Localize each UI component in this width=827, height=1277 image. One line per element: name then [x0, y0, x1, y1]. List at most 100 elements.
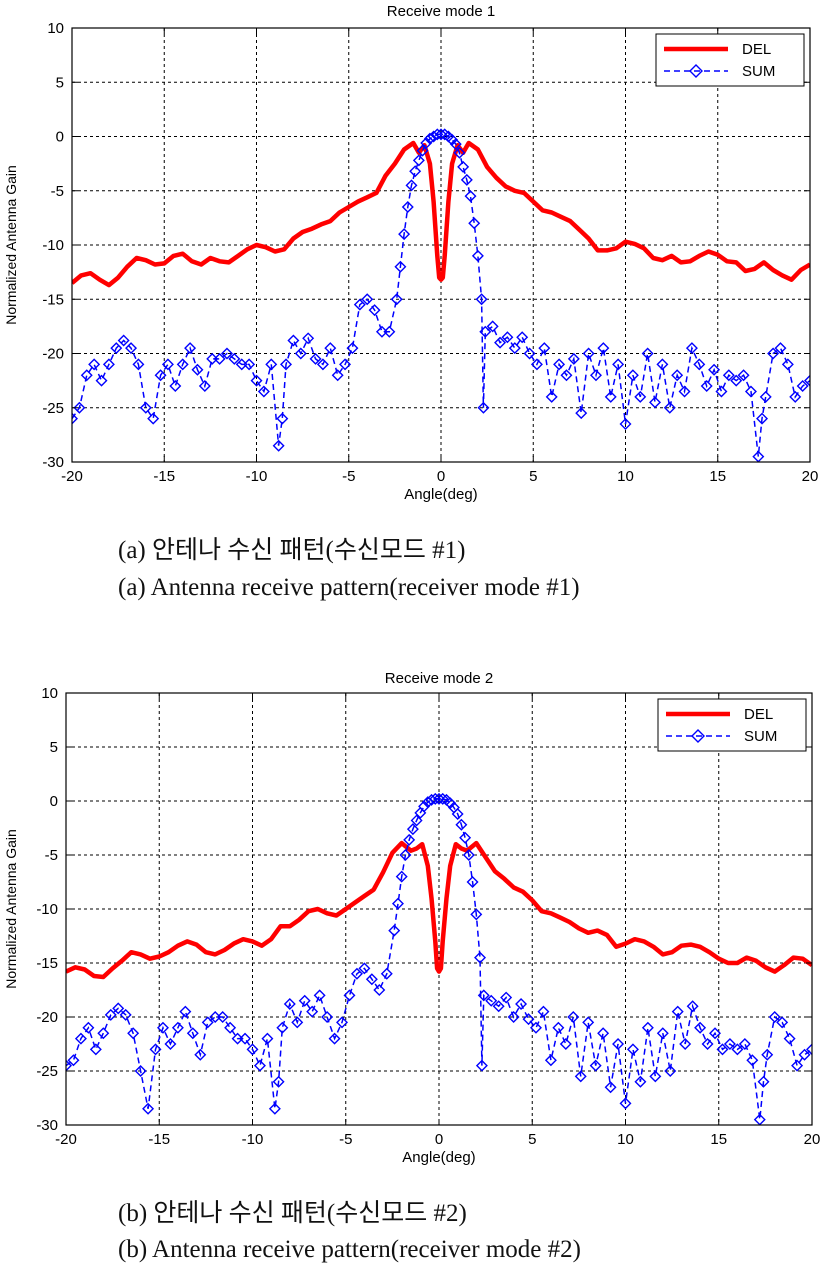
data-point-sum [331, 369, 344, 382]
data-point-sum [559, 1038, 572, 1050]
data-point-sum [774, 342, 787, 355]
data-point-sum [597, 1027, 610, 1040]
y-tick-label: 0 [50, 793, 58, 810]
data-point-sum [694, 1021, 707, 1034]
data-point-sum [746, 1054, 759, 1067]
data-point-sum [626, 1043, 639, 1056]
data-point-sum [95, 374, 108, 387]
data-point-sum [191, 363, 204, 376]
data-point-sum [738, 1038, 751, 1050]
caption-english-a: (a) Antenna receive pattern(receiver mod… [118, 574, 580, 601]
data-point-sum [276, 1021, 289, 1034]
data-point-sum [656, 1027, 669, 1040]
data-point-sum [261, 1032, 274, 1045]
data-point-sum [406, 823, 419, 836]
x-tick-label: 5 [529, 468, 537, 485]
x-axis-label: Angle(deg) [402, 1149, 475, 1166]
data-point-sum [416, 144, 429, 157]
data-point-sum [589, 1059, 602, 1072]
data-point-sum [494, 336, 507, 349]
data-point-sum [272, 439, 285, 452]
data-point-sum [102, 358, 115, 371]
data-point-sum [243, 358, 256, 371]
data-point-sum [612, 358, 625, 371]
y-tick-label: -10 [42, 237, 64, 254]
data-point-sum [449, 138, 462, 151]
data-point-sum [72, 412, 78, 425]
data-point-sum [164, 1038, 177, 1050]
data-point-sum [530, 358, 543, 371]
x-tick-label: 10 [617, 468, 634, 485]
data-point-sum [737, 369, 750, 382]
data-point-sum [597, 342, 610, 355]
data-point-sum [268, 1102, 281, 1115]
x-tick-label: 15 [709, 468, 726, 485]
series-sum [66, 792, 812, 1125]
data-point-sum [567, 1011, 580, 1023]
data-point-sum [671, 369, 684, 382]
data-point-sum [97, 1027, 110, 1040]
data-point-sum [804, 374, 810, 387]
data-point-sum [412, 154, 425, 167]
data-point-sum [619, 1097, 632, 1110]
figure-panel-a: -20 -15 -10 -5 0 5 10 15 20 -30 -25 -20 -15 -10 -5 0 5 10… [0, 0, 827, 625]
data-point-sum [575, 407, 588, 420]
x-tick-label: -20 [61, 468, 83, 485]
y-tick-label: -5 [45, 847, 58, 864]
data-point-sum [538, 342, 551, 355]
data-point-sum [316, 358, 329, 371]
data-point-sum [321, 1011, 334, 1023]
data-point-sum [147, 412, 160, 425]
data-point-sum [552, 1021, 565, 1034]
data-point-sum [388, 924, 401, 937]
data-point-sum [117, 334, 130, 347]
data-point-sum [796, 380, 809, 393]
data-point-sum [678, 385, 691, 398]
y-tick-label: -30 [36, 1117, 58, 1134]
x-tick-label: -5 [339, 1131, 352, 1148]
data-point-sum [515, 998, 528, 1011]
data-point-sum [380, 967, 393, 980]
data-point-sum [80, 369, 93, 382]
x-tick-label: -20 [55, 1131, 77, 1148]
data-point-sum [626, 369, 639, 382]
data-point-sum [619, 418, 632, 431]
y-tick-label: -20 [42, 346, 64, 363]
data-point-sum [501, 331, 514, 344]
x-tick-label: -15 [153, 468, 175, 485]
data-point-sum [176, 358, 189, 371]
data-point-sum [287, 334, 300, 347]
data-point-sum [460, 173, 473, 186]
data-point-sum [553, 358, 566, 371]
data-point-sum [709, 1027, 722, 1040]
y-axis-label: Normalized Antenna Gain [3, 829, 19, 989]
data-point-sum [477, 401, 490, 414]
data-point-sum [88, 358, 101, 371]
data-point-sum [104, 1008, 117, 1021]
data-point-sum [544, 1054, 557, 1067]
legend-marker-sum [689, 64, 703, 78]
legend-label-sum: SUM [744, 728, 777, 745]
x-tick-label: 15 [710, 1131, 727, 1148]
data-point-sum [701, 1038, 714, 1050]
data-point-sum [500, 991, 513, 1004]
data-point-sum [522, 1013, 535, 1026]
data-point-sum [119, 1008, 132, 1021]
data-point-sum [142, 1102, 155, 1115]
data-point-sum [220, 347, 233, 360]
y-tick-label: 5 [56, 74, 64, 91]
data-point-sum [567, 352, 580, 365]
data-point-sum [470, 908, 483, 921]
data-point-sum [756, 412, 769, 425]
data-point-sum [641, 347, 654, 360]
data-point-sum [339, 358, 352, 371]
data-point-sum [89, 1043, 102, 1056]
y-tick-label: 0 [56, 129, 64, 146]
data-point-sum [154, 369, 167, 382]
legend-label-sum: SUM [742, 63, 775, 80]
data-point-sum [436, 792, 449, 805]
data-point-sum [435, 128, 447, 141]
y-axis-label: Normalized Antenna Gain [3, 165, 19, 325]
data-point-sum [365, 973, 378, 986]
x-tick-label: 20 [804, 1131, 821, 1148]
